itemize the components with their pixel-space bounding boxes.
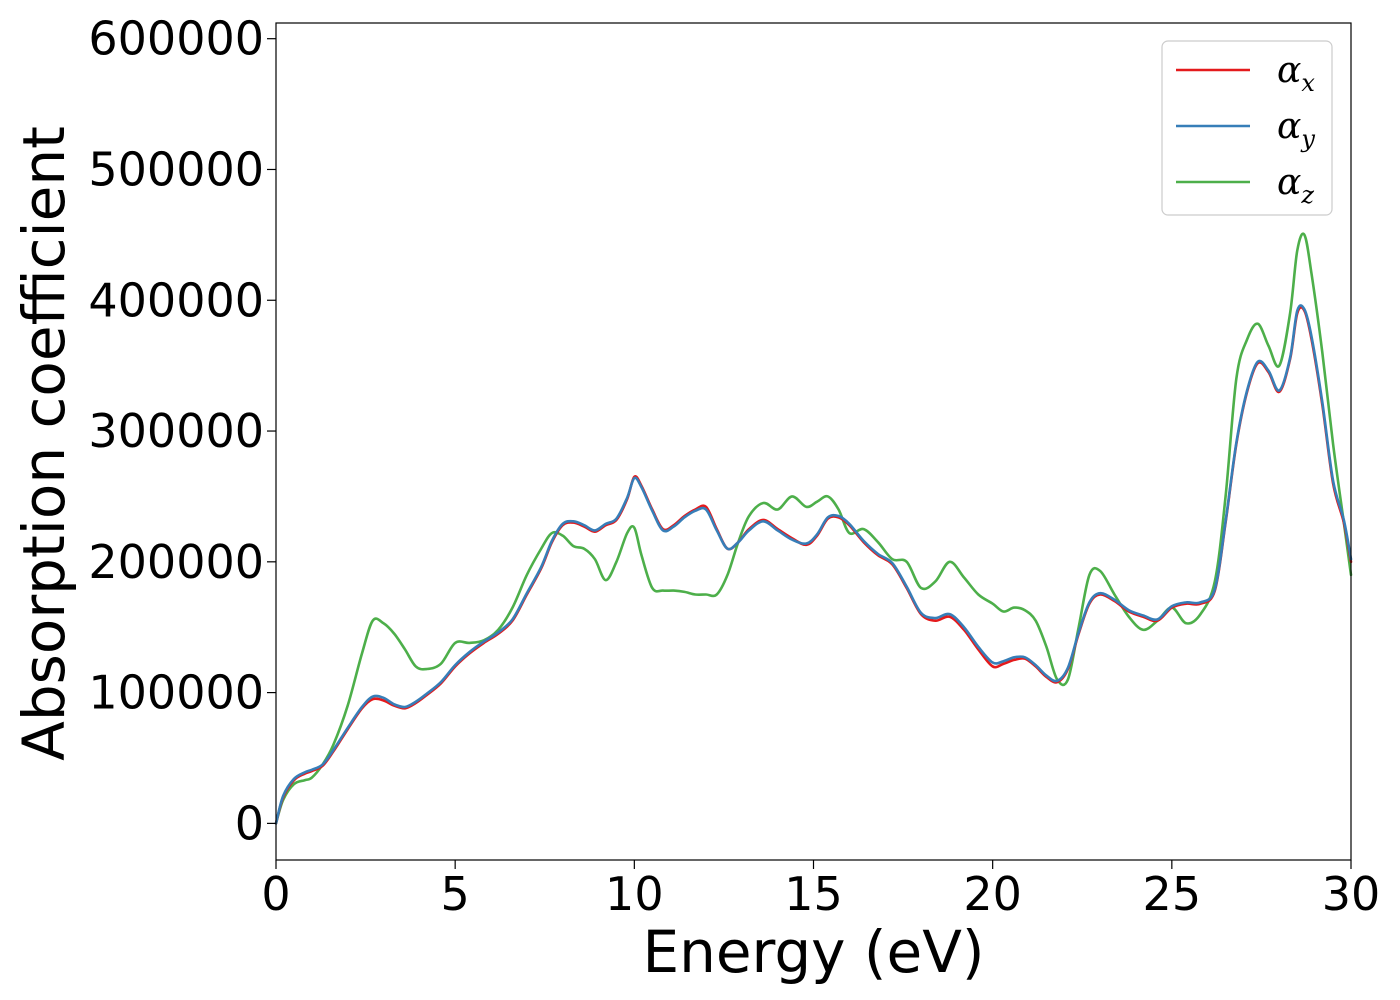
x-tick-label: 5: [441, 867, 470, 921]
x-tick-label: 15: [784, 867, 843, 921]
y-tick-label: 400000: [88, 273, 264, 327]
y-axis-label: Absorption coefficient: [10, 126, 78, 761]
axis-ticks: 0 5 10 15 20 25 30 0 100000 200000 300000 400000 500…: [88, 12, 1380, 921]
y-tick-label: 100000: [88, 666, 264, 720]
series-line-z: [274, 232, 1353, 825]
y-tick-label: 200000: [88, 535, 264, 589]
legend-subscript: x: [1301, 69, 1315, 97]
x-tick-label: 10: [605, 867, 664, 921]
series-line-y: [274, 304, 1353, 825]
x-tick-label: 20: [963, 867, 1022, 921]
y-tick-label: 600000: [88, 12, 264, 66]
y-tick-label: 500000: [88, 142, 264, 196]
y-tick-label: 0: [235, 796, 264, 850]
x-tick-label: 0: [261, 867, 290, 921]
x-axis-label: Energy (eV): [642, 918, 984, 986]
x-tick-label: 30: [1322, 867, 1381, 921]
series-lines: [274, 232, 1353, 825]
legend-box: [1161, 40, 1333, 216]
x-tick-label: 25: [1143, 867, 1202, 921]
legend-subscript: y: [1300, 125, 1315, 153]
y-tick-label: 300000: [88, 404, 264, 458]
legend-subscript: z: [1300, 181, 1314, 209]
